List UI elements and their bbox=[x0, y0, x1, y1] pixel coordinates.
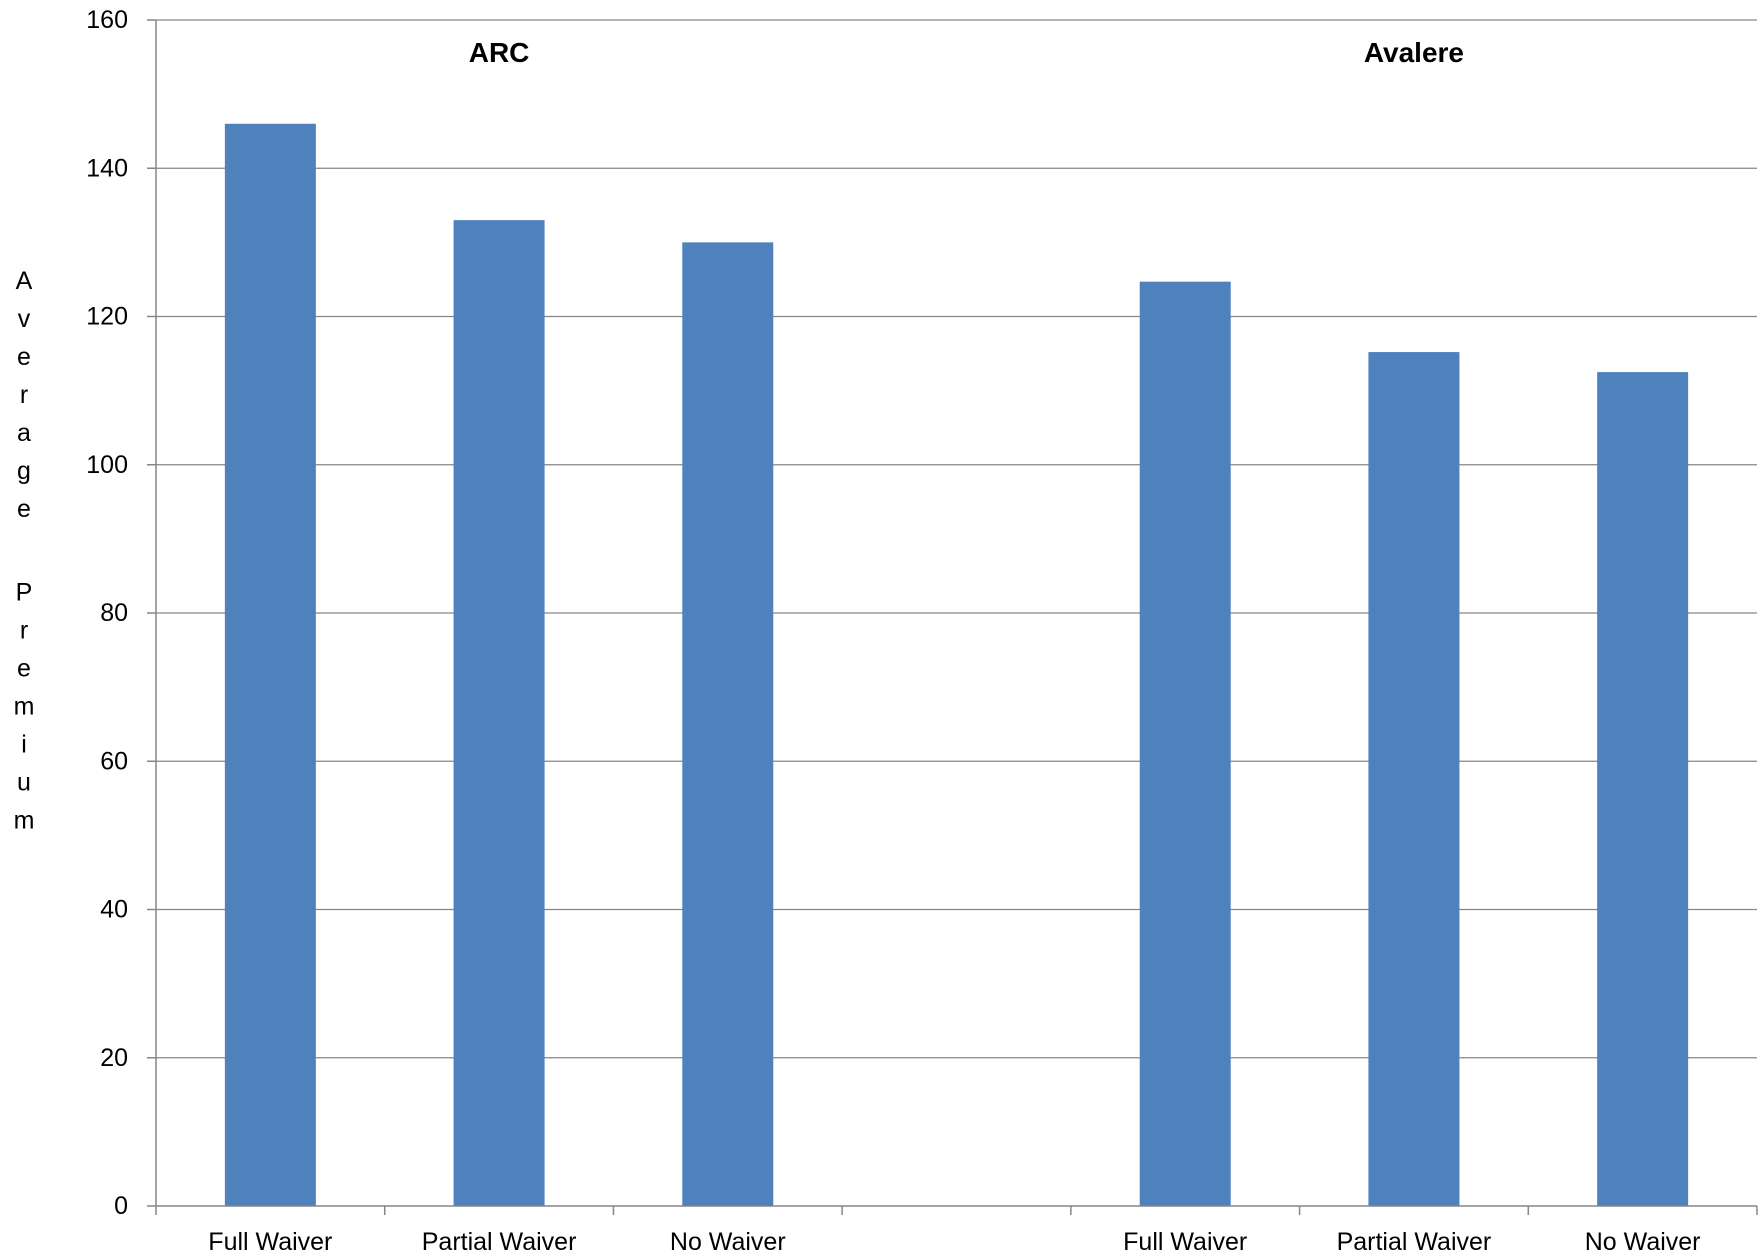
y-tick-label: 0 bbox=[114, 1192, 128, 1220]
x-category-labels: Full Waiver Partial Waiver No Waiver Full W… bbox=[208, 1228, 1700, 1256]
x-category-label: No Waiver bbox=[1585, 1228, 1701, 1256]
group-labels: ARC Avalere bbox=[469, 37, 1464, 68]
y-tick-label: 140 bbox=[86, 154, 128, 182]
x-category-label: Full Waiver bbox=[208, 1228, 332, 1256]
gridlines bbox=[156, 19, 1757, 1059]
y-tick-label: 160 bbox=[86, 6, 128, 34]
bar bbox=[224, 123, 316, 1206]
group-label-arc: ARC bbox=[469, 37, 530, 68]
y-tick-label: 40 bbox=[100, 896, 128, 924]
x-category-label: Full Waiver bbox=[1123, 1228, 1247, 1256]
y-tick-label: 80 bbox=[100, 599, 128, 627]
y-tick-label: 120 bbox=[86, 303, 128, 331]
y-axis-label-char: m bbox=[14, 693, 35, 721]
x-category-label: No Waiver bbox=[670, 1228, 786, 1256]
y-axis-label-char: g bbox=[17, 457, 31, 485]
bar bbox=[1368, 352, 1460, 1207]
y-axis-label-char: P bbox=[16, 579, 33, 607]
bars bbox=[224, 123, 1689, 1207]
x-category-label: Partial Waiver bbox=[1337, 1228, 1492, 1256]
y-axis-label-char: e bbox=[17, 343, 31, 371]
y-axis-label-char: r bbox=[20, 617, 28, 645]
y-axis-label-char: e bbox=[17, 655, 31, 683]
y-tick-label: 60 bbox=[100, 747, 128, 775]
y-tick-label: 20 bbox=[100, 1044, 128, 1072]
y-axis-label-char: r bbox=[20, 381, 28, 409]
y-axis-label-char: v bbox=[18, 305, 31, 333]
y-tick-labels: 0 20 40 60 80 100 120 140 160 bbox=[86, 6, 128, 1220]
bar bbox=[453, 220, 545, 1206]
y-tick-label: 100 bbox=[86, 451, 128, 479]
y-axis-label-char: i bbox=[21, 731, 27, 759]
x-category-label: Partial Waiver bbox=[422, 1228, 577, 1256]
y-axis-label-char: a bbox=[17, 419, 31, 447]
group-label-avalere: Avalere bbox=[1364, 37, 1464, 68]
y-axis-label-char: e bbox=[17, 495, 31, 523]
bar bbox=[1597, 372, 1689, 1206]
y-axis-label-char: m bbox=[14, 807, 35, 835]
axes bbox=[147, 19, 1758, 1215]
y-axis-label-char: A bbox=[16, 267, 33, 295]
bar bbox=[1139, 281, 1231, 1206]
y-axis-label-char: u bbox=[17, 769, 31, 797]
bar bbox=[682, 242, 774, 1206]
